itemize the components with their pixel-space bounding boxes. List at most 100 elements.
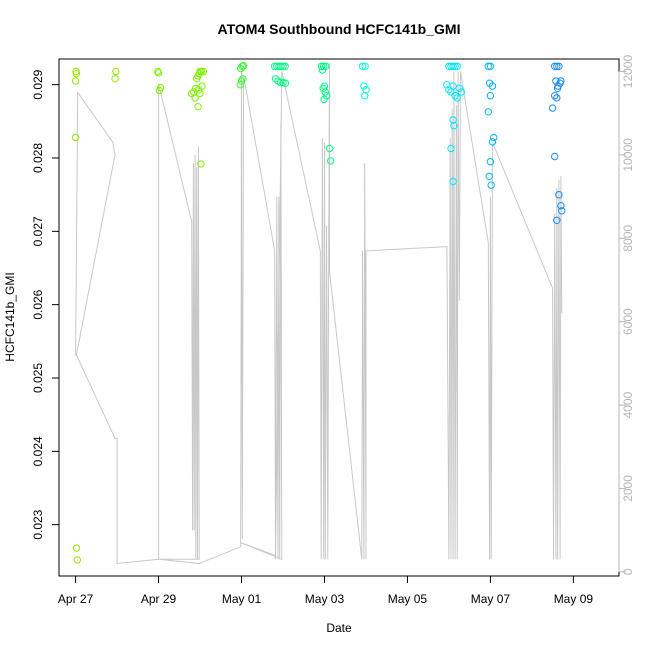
- x-tick-label: May 09: [554, 592, 594, 606]
- data-point: [555, 191, 563, 199]
- data-point: [156, 83, 165, 92]
- data-point: [555, 62, 563, 71]
- data-points-layer: [71, 61, 566, 564]
- data-point: [447, 144, 455, 153]
- data-point: [358, 62, 367, 71]
- data-point: [449, 82, 457, 90]
- y-tick-label: 0.024: [31, 436, 45, 466]
- y-axis: 0.023 0.024 0.025 0.026 0.027 0.028 0.029: [31, 69, 60, 540]
- data-point: [195, 86, 203, 94]
- y2-tick-label: 6000: [621, 308, 635, 335]
- data-point: [453, 62, 461, 71]
- data-point: [72, 67, 80, 76]
- altitude-line-layer: [74, 63, 563, 565]
- data-point: [553, 62, 561, 71]
- data-point: [449, 62, 457, 71]
- data-point: [71, 77, 80, 85]
- data-point: [271, 75, 280, 83]
- y-tick-label: 0.028: [31, 143, 45, 173]
- x-tick-label: Apr 29: [141, 592, 177, 606]
- data-point: [320, 82, 329, 90]
- altitude-line: [74, 63, 563, 565]
- data-point: [276, 78, 285, 87]
- x-tick-label: May 03: [305, 592, 345, 606]
- data-point: [486, 92, 495, 100]
- data-point: [488, 82, 497, 90]
- data-point: [484, 108, 492, 116]
- data-point: [558, 207, 566, 215]
- data-point: [320, 95, 328, 104]
- data-point: [279, 62, 287, 71]
- x-axis: Apr 27 Apr 29 May 01 May 03 May 05 May 07 May …: [58, 575, 594, 606]
- data-point: [553, 216, 561, 225]
- y2-tick-label: 0: [621, 568, 635, 575]
- data-point: [484, 62, 492, 71]
- x-tick-label: May 07: [471, 592, 511, 606]
- data-point: [154, 67, 162, 76]
- x-tick-label: May 01: [222, 592, 262, 606]
- data-point: [321, 88, 329, 96]
- y-axis-label: HCFC141b_GMI: [3, 272, 17, 361]
- data-point: [553, 94, 561, 102]
- data-point: [451, 92, 459, 100]
- data-point: [111, 75, 119, 83]
- data-point: [451, 62, 459, 71]
- data-point: [360, 82, 368, 90]
- data-point: [325, 144, 334, 153]
- y2-tick-label: 8000: [621, 225, 635, 252]
- data-point: [552, 77, 560, 85]
- data-point: [73, 556, 82, 564]
- chart-title: ATOM4 Southbound HCFC141b_GMI: [218, 21, 461, 37]
- data-point: [449, 116, 457, 124]
- data-point: [236, 81, 245, 89]
- data-point: [455, 84, 463, 93]
- y2-tick-label: 4000: [621, 391, 635, 418]
- y2-axis-altitude: 0 2000 4000 6000 8000 10000 12000: [618, 55, 635, 575]
- data-point: [320, 62, 328, 71]
- data-point: [445, 86, 453, 94]
- y2-tick-label: 12000: [621, 55, 635, 89]
- y2-tick-label: 2000: [621, 475, 635, 502]
- y-tick-label: 0.026: [31, 289, 45, 319]
- x-tick-label: May 05: [388, 592, 428, 606]
- data-point: [361, 62, 369, 71]
- data-point: [239, 61, 248, 70]
- y-tick-label: 0.029: [31, 69, 45, 99]
- data-point: [486, 158, 495, 166]
- data-point: [196, 89, 204, 98]
- plot-frame: [58, 58, 620, 577]
- data-point: [553, 84, 562, 93]
- data-point: [199, 67, 208, 76]
- x-tick-label: Apr 27: [58, 592, 94, 606]
- y2-tick-label: 10000: [621, 138, 635, 172]
- data-point: [327, 157, 335, 165]
- data-point: [277, 62, 285, 71]
- data-point: [487, 181, 495, 189]
- data-point: [453, 94, 461, 102]
- data-point: [361, 92, 369, 100]
- data-point: [551, 92, 559, 100]
- data-point: [112, 67, 120, 76]
- data-point: [551, 62, 559, 71]
- y-tick-label: 0.025: [31, 363, 45, 393]
- data-point: [194, 103, 202, 111]
- data-point: [197, 160, 205, 168]
- data-point: [486, 62, 495, 71]
- data-point: [197, 67, 206, 76]
- x-axis-label: Date: [326, 621, 352, 635]
- data-point: [488, 138, 497, 146]
- data-point: [191, 94, 199, 102]
- data-point: [450, 122, 458, 130]
- data-point: [281, 79, 290, 87]
- data-point: [557, 202, 565, 210]
- data-point: [72, 544, 81, 552]
- data-point: [485, 172, 493, 181]
- data-point: [449, 177, 457, 186]
- data-point: [281, 62, 289, 71]
- data-point: [457, 88, 466, 96]
- data-point: [548, 104, 557, 112]
- data-point: [490, 133, 498, 142]
- data-point: [362, 86, 370, 94]
- data-point: [551, 152, 559, 161]
